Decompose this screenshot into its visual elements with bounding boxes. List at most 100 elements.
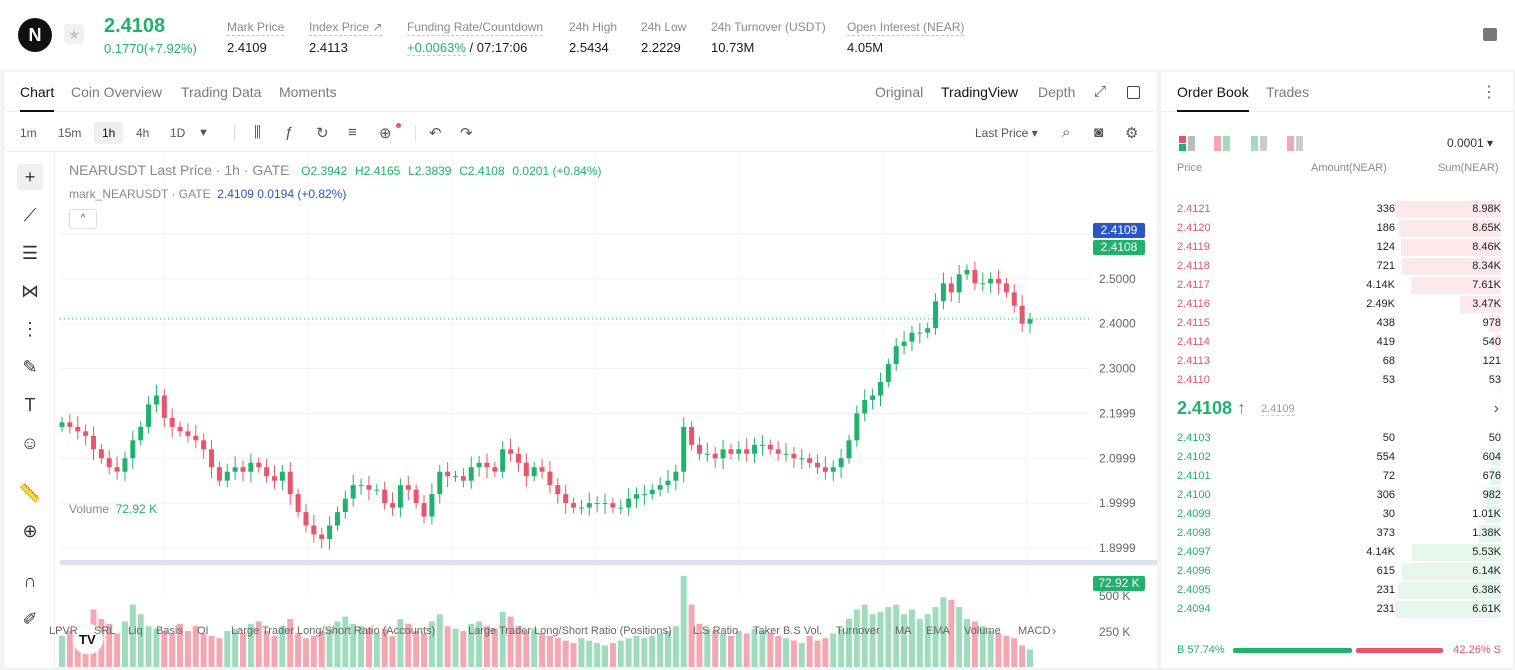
tab-coin-overview[interactable]: Coin Overview bbox=[71, 84, 163, 100]
view-depth[interactable]: Depth bbox=[1038, 84, 1076, 100]
tf-1d[interactable]: 1D bbox=[170, 126, 186, 140]
orderbook-row[interactable]: 2.4116 2.49K 3.47K bbox=[1161, 295, 1513, 314]
search-icon[interactable]: ⌕ bbox=[1062, 124, 1071, 141]
tf-4h[interactable]: 4h bbox=[136, 126, 150, 140]
chevron-right-icon[interactable]: › bbox=[1052, 623, 1057, 638]
undo-icon[interactable]: ↶ bbox=[429, 125, 442, 142]
brush-icon[interactable]: ✎ bbox=[22, 356, 38, 377]
tab-chart[interactable]: Chart bbox=[20, 84, 55, 112]
text-icon[interactable]: T bbox=[24, 394, 36, 415]
indicators-icon[interactable]: ƒ bbox=[285, 124, 294, 141]
orderbook-row[interactable]: 2.4113 68 121 bbox=[1161, 352, 1513, 371]
collapse-legend-button[interactable]: ^ bbox=[69, 209, 97, 229]
ind-srl[interactable]: SRL bbox=[94, 625, 116, 637]
ind-macd[interactable]: MACD bbox=[1018, 625, 1051, 637]
more-options-icon[interactable]: ⋮ bbox=[1481, 84, 1497, 101]
orderbook-row[interactable]: 2.4098 373 1.38K bbox=[1161, 524, 1513, 543]
ind-liq[interactable]: Liq bbox=[128, 625, 143, 637]
orderbook-row[interactable]: 2.4095 231 6.38K bbox=[1161, 581, 1513, 600]
pencil-lock-icon[interactable]: ✐ bbox=[22, 608, 38, 629]
candle bbox=[578, 507, 584, 509]
tab-trading-data[interactable]: Trading Data bbox=[181, 84, 262, 100]
ind-ma[interactable]: MA bbox=[895, 625, 912, 637]
candle bbox=[327, 525, 333, 539]
trend-line-icon[interactable]: ⟋ bbox=[23, 204, 37, 225]
ind-taker-vol[interactable]: Taker B.S Vol. bbox=[753, 625, 823, 637]
orderbook-row[interactable]: 2.4100 306 982 bbox=[1161, 486, 1513, 505]
orderbook-row[interactable]: 2.4099 30 1.01K bbox=[1161, 505, 1513, 524]
candle bbox=[122, 458, 128, 472]
tf-1m[interactable]: 1m bbox=[20, 126, 37, 140]
orderbook-row[interactable]: 2.4118 721 8.34K bbox=[1161, 257, 1513, 276]
expand-icon[interactable]: ⤢ bbox=[1094, 83, 1107, 100]
favorite-star-icon[interactable]: ★ bbox=[64, 24, 84, 44]
tab-order-book[interactable]: Order Book bbox=[1177, 84, 1249, 112]
orderbook-row[interactable]: 2.4102 554 604 bbox=[1161, 448, 1513, 467]
parallel-lines-icon[interactable]: ☰ bbox=[21, 242, 39, 263]
mode-asks-icon[interactable] bbox=[1287, 136, 1303, 151]
zoom-in-icon[interactable]: ⊕ bbox=[22, 520, 38, 541]
caret-down-icon[interactable]: ▼ bbox=[198, 127, 209, 139]
ind-turnover[interactable]: Turnover bbox=[836, 625, 880, 637]
orderbook-row[interactable]: 2.4097 4.14K 5.53K bbox=[1161, 543, 1513, 562]
book-icon[interactable] bbox=[1483, 28, 1497, 41]
emoji-icon[interactable]: ☺ bbox=[20, 432, 40, 453]
template-icon[interactable]: ≡ bbox=[348, 124, 357, 141]
ind-lpvr[interactable]: LPVR bbox=[49, 625, 78, 637]
volume-bar bbox=[373, 633, 380, 667]
orderbook-row[interactable]: 2.4120 186 8.65K bbox=[1161, 219, 1513, 238]
ind-ltlsr-accounts[interactable]: Large Trader Long/Short Ratio (Accounts) bbox=[231, 625, 436, 637]
tf-15m[interactable]: 15m bbox=[58, 126, 82, 140]
chevron-right-icon[interactable]: › bbox=[1493, 400, 1499, 417]
ind-volume[interactable]: Volume bbox=[964, 625, 1001, 637]
gear-icon[interactable]: ⚙ bbox=[1125, 125, 1139, 142]
ind-ema[interactable]: EMA bbox=[926, 625, 950, 637]
tf-1h[interactable]: 1h bbox=[94, 122, 124, 144]
redo-icon[interactable]: ↷ bbox=[460, 125, 473, 142]
orderbook-row[interactable]: 2.4103 50 50 bbox=[1161, 429, 1513, 448]
candles-icon[interactable]: ⫼ bbox=[254, 124, 261, 141]
orderbook-row[interactable]: 2.4119 124 8.46K bbox=[1161, 238, 1513, 257]
window-icon[interactable] bbox=[1127, 86, 1140, 99]
ind-ltlsr-positions[interactable]: Large Trader Long/Short Ratio (Positions… bbox=[468, 625, 672, 637]
candle bbox=[185, 431, 191, 436]
magnet-icon[interactable]: ∩ bbox=[23, 570, 37, 591]
pattern-icon[interactable]: ⋈ bbox=[21, 280, 39, 301]
tab-trades[interactable]: Trades bbox=[1266, 84, 1310, 100]
orderbook-row[interactable]: 2.4094 231 6.61K bbox=[1161, 600, 1513, 619]
price-source-select[interactable]: Last Price ▾ bbox=[975, 126, 1038, 140]
crosshair-icon[interactable]: + bbox=[17, 164, 43, 190]
precision-select[interactable]: 0.0001 ▾ bbox=[1447, 136, 1494, 150]
view-tradingview[interactable]: TradingView bbox=[941, 84, 1019, 100]
orderbook-row[interactable]: 2.4117 4.14K 7.61K bbox=[1161, 276, 1513, 295]
volume-bar bbox=[924, 614, 931, 667]
orderbook-row[interactable]: 2.4115 438 978 bbox=[1161, 314, 1513, 333]
add-indicator-icon[interactable]: ⊕ bbox=[379, 125, 392, 142]
ind-ls-ratio[interactable]: L.S Ratio bbox=[693, 625, 739, 637]
ind-oi[interactable]: OI bbox=[197, 625, 209, 637]
price-chart[interactable]: 2.60002.50002.40002.30002.19992.09991.99… bbox=[5, 152, 1157, 668]
camera-icon[interactable]: ◙ bbox=[1094, 124, 1104, 141]
view-original[interactable]: Original bbox=[875, 84, 924, 100]
volume-bar bbox=[515, 626, 522, 667]
row-sum: 982 bbox=[1482, 489, 1501, 501]
volume-bar bbox=[979, 626, 986, 667]
orderbook-row[interactable]: 2.4121 336 8.98K bbox=[1161, 200, 1513, 219]
candle bbox=[555, 485, 561, 495]
orderbook-row[interactable]: 2.4096 615 6.14K bbox=[1161, 562, 1513, 581]
candle bbox=[279, 471, 285, 481]
stat-index-price[interactable]: Index Price ↗ 2.4113 bbox=[309, 20, 383, 55]
ind-basis[interactable]: Basis bbox=[156, 625, 183, 637]
fib-icon[interactable]: ⋮ bbox=[21, 318, 39, 339]
orderbook-row[interactable]: 2.4114 419 540 bbox=[1161, 333, 1513, 352]
ruler-icon[interactable]: 📏 bbox=[18, 482, 42, 503]
depth-bar bbox=[1485, 506, 1501, 523]
orderbook-row[interactable]: 2.4101 72 676 bbox=[1161, 467, 1513, 486]
orderbook-row[interactable]: 2.4110 53 53 bbox=[1161, 371, 1513, 390]
volume-bar bbox=[539, 633, 546, 667]
tab-moments[interactable]: Moments bbox=[279, 84, 337, 100]
mode-split-icon[interactable] bbox=[1214, 136, 1230, 151]
mode-bids-icon[interactable] bbox=[1251, 136, 1267, 151]
replay-icon[interactable]: ↻ bbox=[316, 125, 329, 142]
mode-both-icon[interactable] bbox=[1179, 136, 1195, 151]
